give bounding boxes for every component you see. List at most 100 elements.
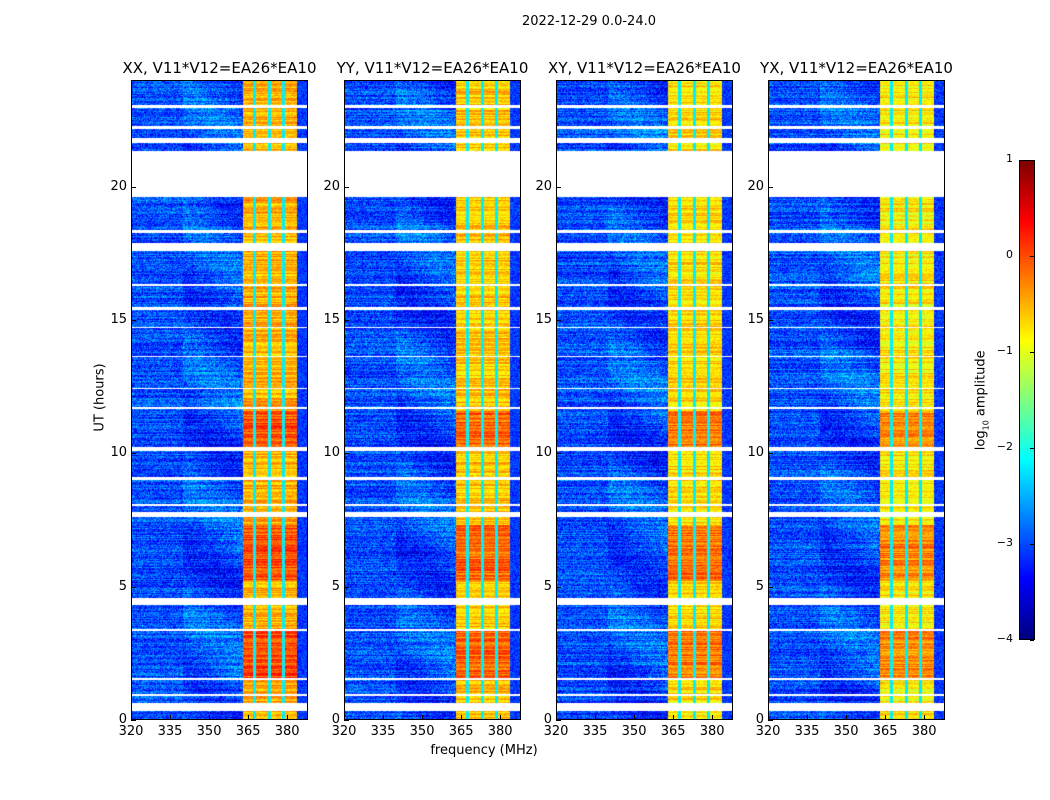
colorbar-tick-label: −4: [996, 632, 1013, 645]
x-tick: [924, 715, 926, 720]
y-tick: [768, 586, 773, 588]
x-tick: [344, 715, 345, 720]
y-tick-label: 20: [747, 178, 764, 194]
colorbar: [1019, 160, 1035, 640]
y-tick-label: 10: [535, 445, 552, 461]
x-tick-label: 350: [621, 724, 647, 739]
y-tick-label: 5: [543, 578, 552, 594]
x-tick-label: 365: [448, 724, 474, 739]
x-tick-label: 335: [794, 724, 820, 739]
y-tick-label: 20: [323, 178, 340, 194]
y-tick-label: 0: [543, 712, 552, 727]
y-axis-label: UT (hours): [92, 363, 108, 432]
x-tick-label: 320: [543, 724, 569, 739]
x-tick: [673, 715, 675, 720]
y-tick: [131, 320, 136, 321]
panel-title: XY, V11*V12=EA26*EA10: [548, 59, 741, 77]
y-tick-label: 15: [110, 312, 127, 327]
panel-title: YY, V11*V12=EA26*EA10: [336, 59, 529, 77]
y-tick: [556, 586, 561, 588]
x-tick-label: 380: [487, 724, 513, 739]
y-tick-label: 5: [118, 578, 127, 594]
y-tick: [556, 453, 561, 455]
x-tick: [807, 715, 809, 720]
y-tick-label: 5: [331, 578, 340, 594]
y-tick-label: 10: [747, 445, 764, 461]
y-tick: [344, 320, 349, 321]
heatmap-panel: [344, 80, 521, 720]
heatmap-image: [769, 81, 944, 719]
colorbar-tick: [1030, 256, 1034, 257]
colorbar-tick: [1030, 352, 1034, 353]
colorbar-tick: [1030, 448, 1034, 449]
colorbar-label-main: log: [973, 430, 989, 451]
x-tick-label: 380: [699, 724, 725, 739]
x-tick-label: 335: [370, 724, 396, 739]
x-tick: [846, 715, 848, 720]
x-tick-label: 350: [833, 724, 859, 739]
y-tick: [344, 186, 349, 188]
x-tick-label: 320: [755, 724, 781, 739]
colorbar-label-sub: 10: [981, 420, 991, 431]
colorbar-label: log10 amplitude: [974, 340, 991, 460]
y-tick-label: 10: [323, 445, 340, 461]
heatmap-image: [345, 81, 520, 719]
x-tick-label: 350: [409, 724, 435, 739]
y-tick: [131, 586, 136, 588]
y-tick: [768, 453, 773, 455]
x-tick-label: 365: [872, 724, 898, 739]
colorbar-tick-label: −2: [996, 440, 1013, 453]
x-tick: [209, 715, 211, 720]
x-tick: [595, 715, 597, 720]
x-axis-label: frequency (MHz): [430, 743, 538, 758]
x-tick: [248, 715, 250, 720]
colorbar-tick-label: 1: [1006, 152, 1013, 165]
colorbar-tick: [1030, 160, 1034, 161]
panel-title: XX, V11*V12=EA26*EA10: [122, 59, 317, 77]
x-tick: [461, 715, 463, 720]
y-tick: [131, 720, 136, 721]
heatmap-image: [557, 81, 732, 719]
y-tick-label: 5: [755, 578, 764, 594]
x-tick-label: 320: [331, 724, 357, 739]
colorbar-label-rest: amplitude: [973, 350, 989, 421]
x-tick: [712, 715, 714, 720]
y-tick: [344, 586, 349, 588]
y-tick-label: 10: [110, 445, 127, 461]
y-tick: [344, 720, 349, 721]
x-tick: [500, 715, 502, 720]
y-tick-label: 20: [110, 178, 127, 194]
heatmap-panel: [556, 80, 733, 720]
colorbar-tick-label: −1: [996, 344, 1013, 357]
y-tick-label: 15: [323, 312, 340, 327]
x-tick: [131, 715, 132, 720]
y-tick: [344, 453, 349, 455]
y-tick-label: 20: [535, 178, 552, 194]
colorbar-tick: [1030, 544, 1034, 545]
y-tick-label: 0: [118, 712, 127, 727]
y-tick-label: 15: [535, 312, 552, 327]
colorbar-tick-label: 0: [1006, 248, 1013, 261]
y-tick: [556, 320, 561, 321]
y-tick-label: 0: [755, 712, 764, 727]
x-tick-label: 365: [660, 724, 686, 739]
x-tick: [170, 715, 172, 720]
y-tick: [768, 720, 773, 721]
x-tick: [885, 715, 887, 720]
heatmap-panel: [131, 80, 308, 720]
figure-title: 2022-12-29 0.0-24.0: [522, 14, 656, 29]
x-tick-label: 335: [582, 724, 608, 739]
heatmap-panel: [768, 80, 945, 720]
x-tick-label: 380: [274, 724, 300, 739]
y-tick: [556, 720, 561, 721]
heatmap-image: [132, 81, 307, 719]
x-tick: [634, 715, 636, 720]
panel-title: YX, V11*V12=EA26*EA10: [760, 59, 953, 77]
x-tick-label: 380: [911, 724, 937, 739]
colorbar-gradient: [1020, 161, 1034, 639]
x-tick-label: 365: [235, 724, 261, 739]
x-tick-label: 335: [157, 724, 183, 739]
x-tick: [556, 715, 557, 720]
x-tick-label: 350: [196, 724, 222, 739]
